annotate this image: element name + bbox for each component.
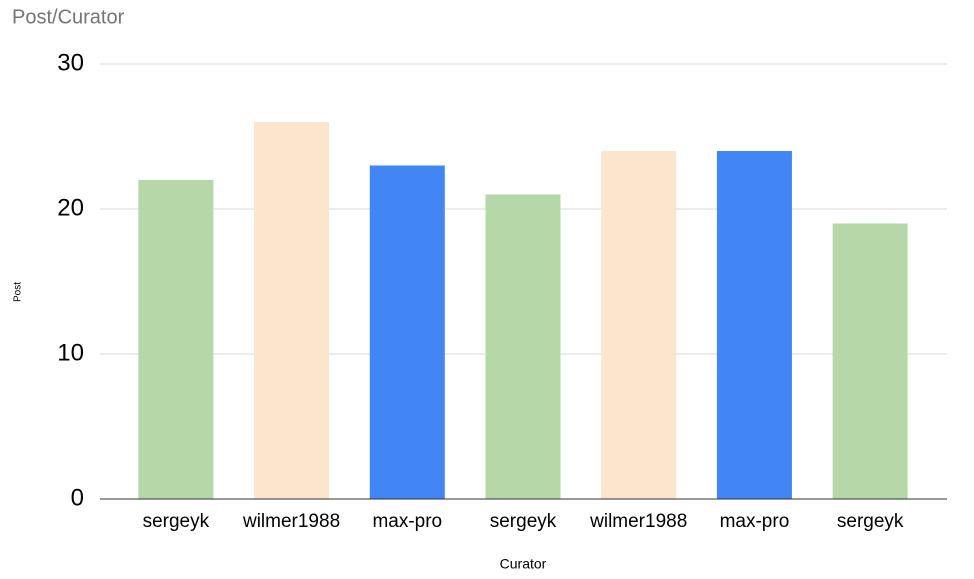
chart-title: Post/Curator <box>12 6 125 28</box>
x-tick-label: sergeyk <box>143 511 210 532</box>
x-axis-label: Curator <box>500 556 547 572</box>
bar <box>369 165 445 499</box>
bar <box>485 194 561 499</box>
y-tick-label: 10 <box>57 339 84 366</box>
x-tick-label: max-pro <box>720 511 790 532</box>
x-tick-label: sergeyk <box>490 511 557 532</box>
x-tick-label: sergeyk <box>837 511 904 532</box>
y-tick-label: 30 <box>57 49 84 76</box>
y-tick-label: 20 <box>57 194 84 221</box>
y-axis-label: Post <box>13 282 24 302</box>
x-tick-label: max-pro <box>372 511 442 532</box>
bar <box>601 151 677 499</box>
bar <box>832 223 908 499</box>
bar <box>716 151 792 499</box>
x-tick-label: wilmer1988 <box>242 511 340 532</box>
bar <box>254 122 330 499</box>
bar <box>138 180 214 499</box>
x-tick-label: wilmer1988 <box>589 511 687 532</box>
y-tick-label: 0 <box>71 484 84 511</box>
